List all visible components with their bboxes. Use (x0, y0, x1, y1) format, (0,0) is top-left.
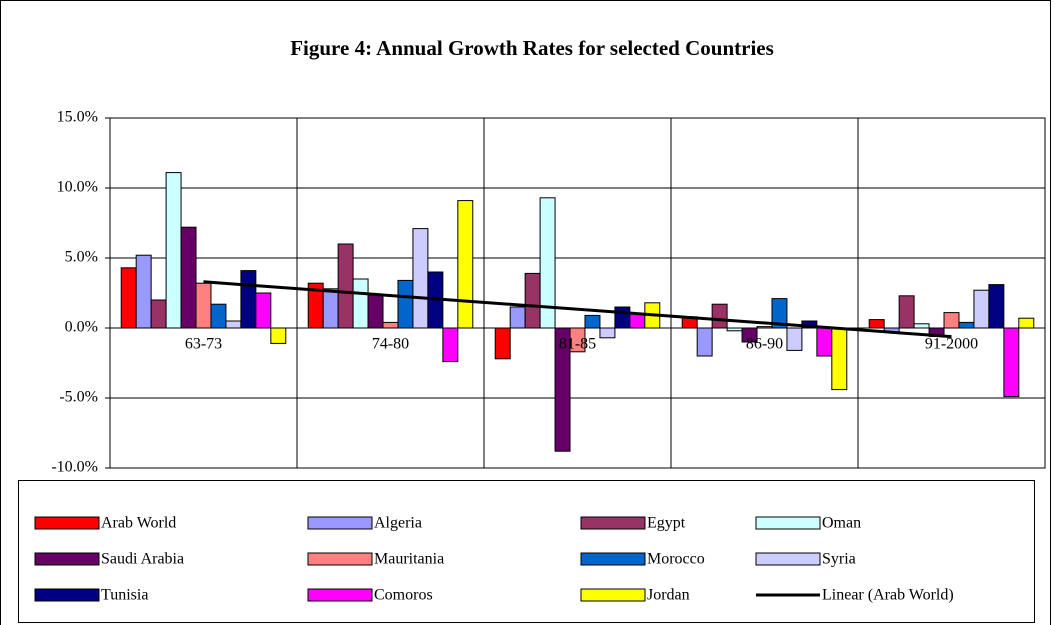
legend-swatch (755, 552, 821, 566)
legend-label: Oman (822, 515, 861, 532)
x-tick-label: 81-85 (559, 336, 596, 353)
y-tick-label: 10.0% (57, 179, 98, 196)
bar (180, 226, 197, 329)
bar (629, 313, 646, 329)
bar (367, 293, 384, 329)
y-tick-label: -5.0% (59, 389, 98, 406)
bar (442, 327, 459, 363)
legend-label: Syria (822, 551, 856, 568)
x-tick-label: 86-90 (746, 336, 783, 353)
bar (225, 320, 242, 329)
bar (868, 319, 885, 329)
legend-label: Arab World (101, 515, 176, 532)
bar (831, 327, 848, 391)
bar (270, 327, 287, 344)
legend-swatch (307, 588, 373, 602)
legend-label: Egypt (647, 515, 686, 532)
bar (599, 327, 616, 339)
bar (337, 243, 354, 329)
legend-swatch (580, 588, 646, 602)
legend-label: Tunisia (101, 587, 148, 604)
bar (210, 303, 227, 329)
bar (322, 288, 339, 329)
bar (958, 321, 975, 329)
bar (165, 172, 182, 329)
bar (816, 327, 833, 357)
bar (943, 312, 960, 329)
bar (397, 279, 414, 329)
legend-swatch (34, 516, 100, 530)
legend-label: Linear (Arab World) (822, 587, 954, 604)
x-tick-label: 74-80 (372, 336, 409, 353)
legend-swatch (307, 516, 373, 530)
bar (120, 267, 137, 329)
bar (352, 278, 369, 329)
bar (150, 299, 167, 329)
bar (1003, 327, 1020, 398)
y-tick-label: 0.0% (65, 319, 98, 336)
bar (195, 282, 212, 329)
legend-label: Saudi Arabia (101, 551, 184, 568)
bar (135, 254, 152, 329)
bar (988, 284, 1005, 329)
bar (382, 321, 399, 329)
legend-label: Morocco (647, 551, 705, 568)
x-tick-label: 63-73 (185, 336, 222, 353)
bar (524, 272, 541, 329)
legend-swatch (307, 552, 373, 566)
y-tick-label: -10.0% (51, 459, 98, 476)
legend-label: Comoros (374, 587, 433, 604)
legend-label: Mauritania (374, 551, 444, 568)
legend-swatch (580, 516, 646, 530)
legend-label: Jordan (647, 587, 690, 604)
bar (255, 292, 272, 329)
legend-swatch (34, 588, 100, 602)
y-tick-label: 5.0% (65, 249, 98, 266)
bar (711, 303, 728, 329)
bar (240, 270, 257, 329)
bar (412, 228, 429, 329)
bar (973, 289, 990, 329)
legend-swatch (755, 516, 821, 530)
trend-line (203, 280, 952, 339)
bar (1018, 317, 1035, 329)
legend-box (18, 480, 1035, 623)
legend-swatch (34, 552, 100, 566)
x-tick-label: 91-2000 (925, 336, 978, 353)
bar (786, 327, 803, 351)
bar (913, 323, 930, 329)
bar (898, 295, 915, 329)
bar (509, 306, 526, 329)
legend-swatch (580, 552, 646, 566)
bar (494, 327, 511, 360)
bar (696, 327, 713, 357)
bar (614, 306, 631, 329)
bar (584, 314, 601, 329)
y-tick-label: 15.0% (57, 109, 98, 126)
bar (457, 200, 474, 329)
chart-title: Figure 4: Annual Growth Rates for select… (290, 36, 774, 60)
legend-label: Algeria (374, 515, 422, 532)
